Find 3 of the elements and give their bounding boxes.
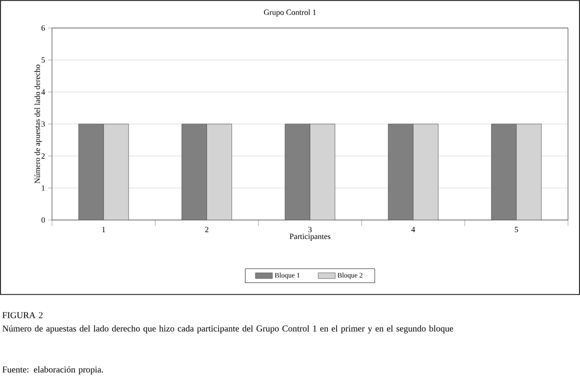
text: FIGURA 2	[2, 312, 43, 318]
source-note: Fuente: elaboración propia.	[2, 366, 103, 374]
text: Número de apuestas del lado derecho que hizo cada participante del Grupo Control 1 en el primer y en el segundo bloque	[2, 325, 454, 334]
